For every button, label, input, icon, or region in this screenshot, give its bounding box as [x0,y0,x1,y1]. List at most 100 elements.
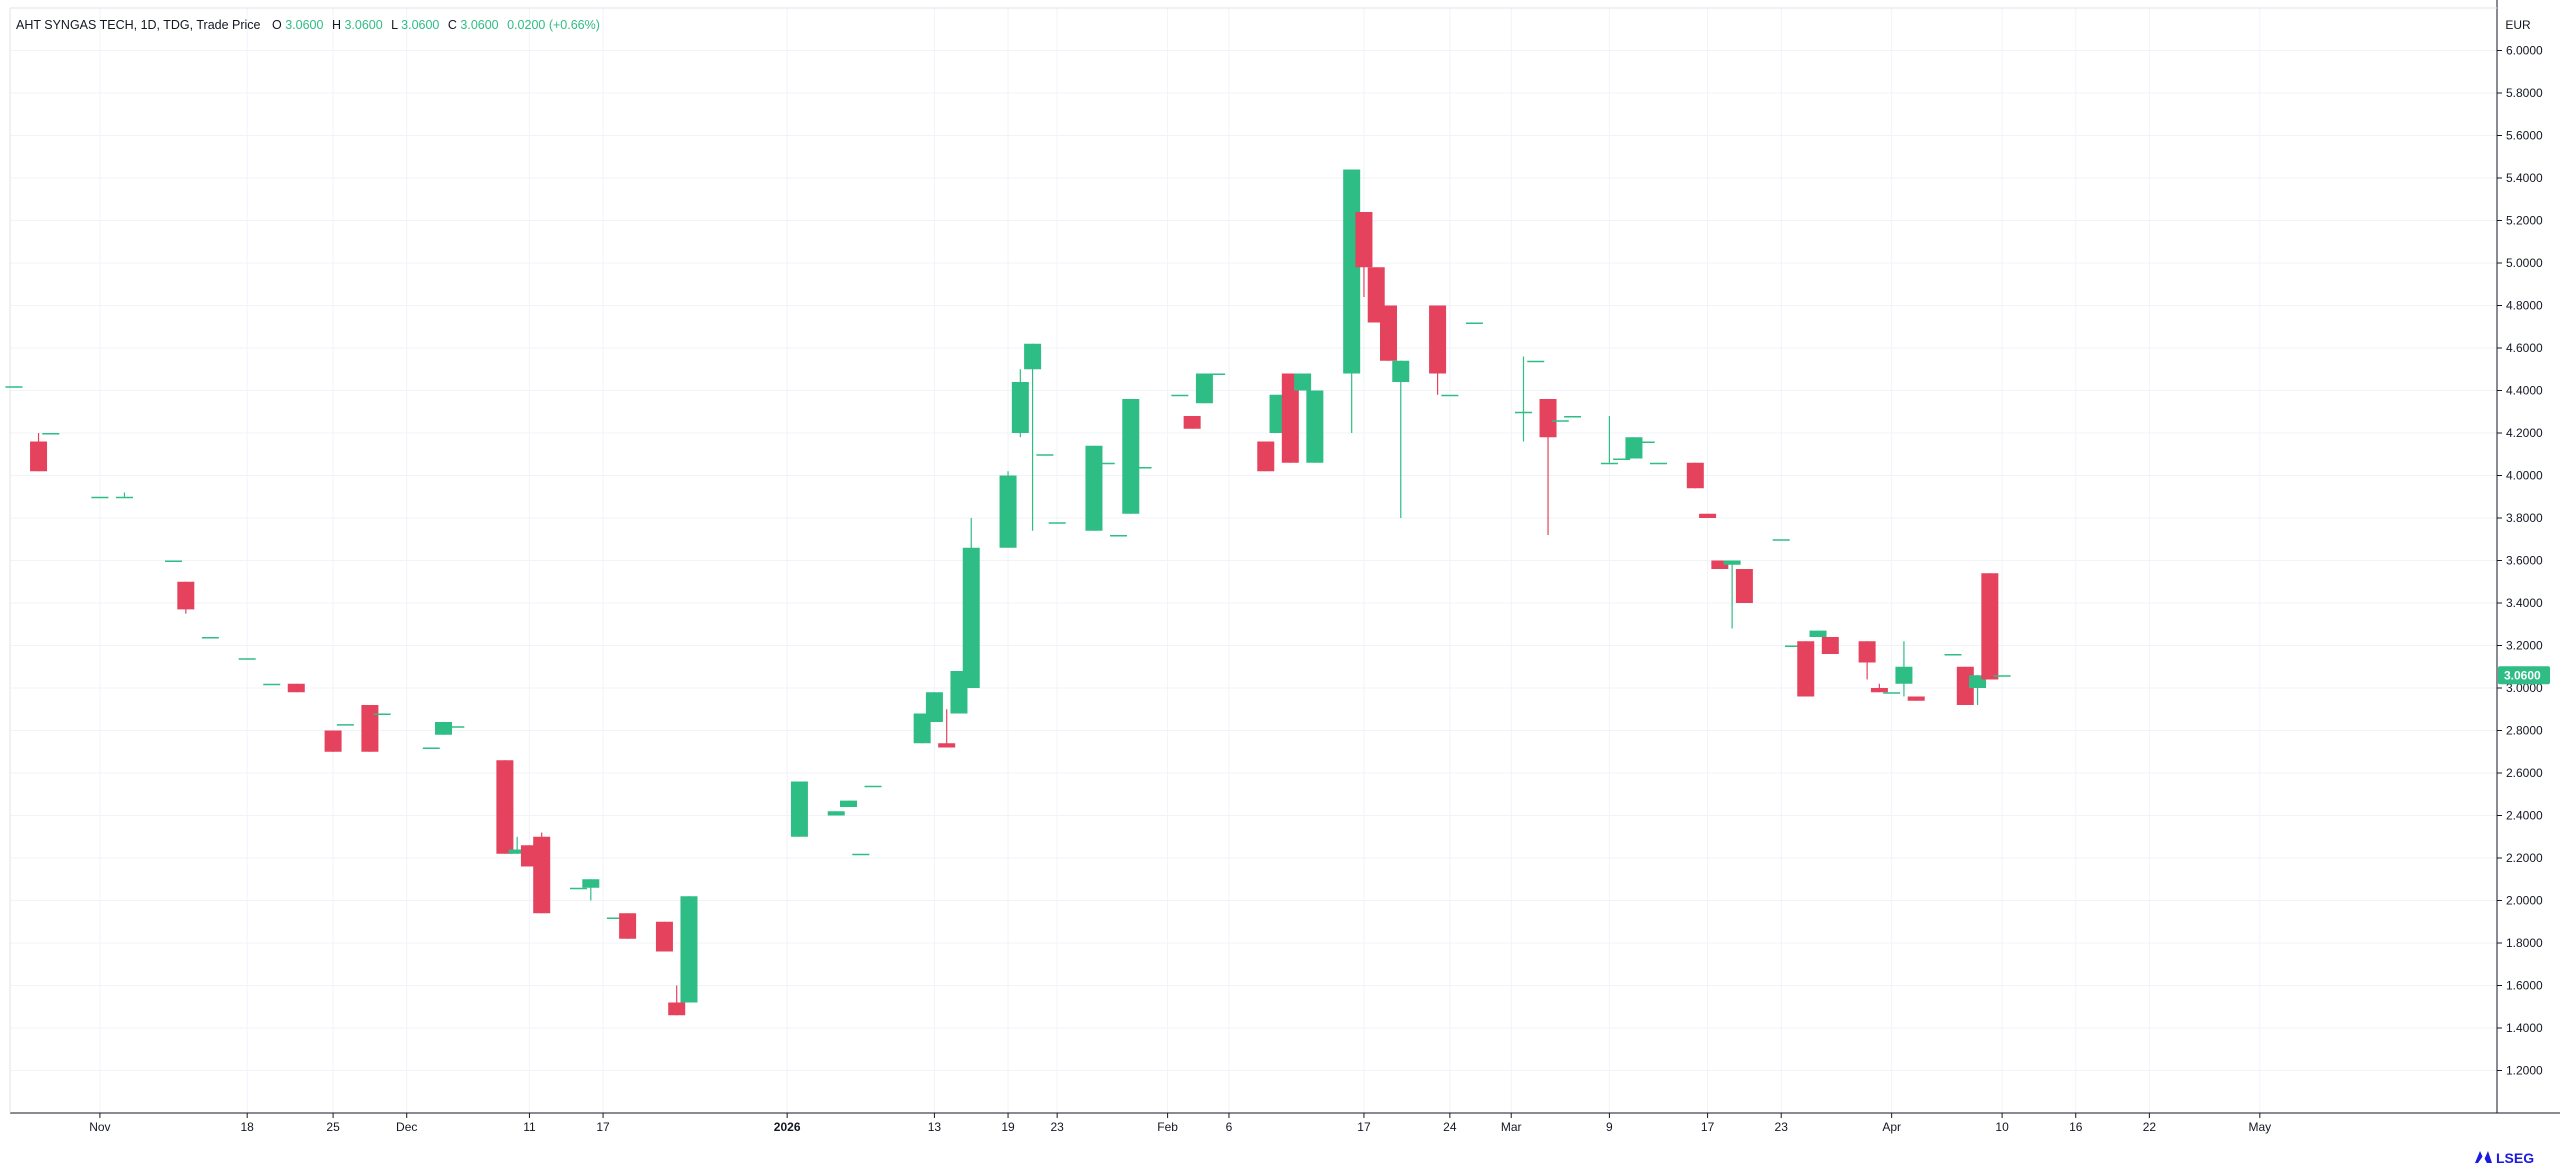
candle[interactable] [447,726,465,728]
candle[interactable] [1858,641,1876,680]
candle[interactable] [1036,454,1054,456]
candle[interactable] [1011,369,1029,438]
candle[interactable] [1024,343,1042,531]
y-tick-label: 1.8000 [2506,936,2543,950]
candle[interactable] [165,560,183,563]
candle[interactable] [91,496,109,499]
x-tick-label: 17 [1357,1120,1371,1134]
candle[interactable] [1907,696,1925,701]
candle[interactable] [533,832,551,914]
candle[interactable] [1723,560,1741,629]
candle[interactable] [1981,573,1999,680]
candle[interactable] [1797,641,1815,697]
candle[interactable] [201,637,219,639]
candle[interactable] [1195,373,1213,404]
candle[interactable] [606,917,624,920]
candle[interactable] [361,705,379,752]
candle[interactable] [1306,390,1324,463]
candle[interactable] [177,581,195,614]
candle[interactable] [999,471,1017,548]
candle[interactable] [42,433,60,435]
candle[interactable] [655,921,673,952]
candle[interactable] [115,492,133,499]
candle[interactable] [1625,437,1643,459]
candle[interactable] [1379,305,1397,361]
candle[interactable] [1649,462,1667,465]
time-axis[interactable]: Nov 18 25 Dec 11 17 2026 13 19 23 Feb 6 17 24 Mar 9 17 23… [89,1113,2271,1134]
candle[interactable] [422,747,440,750]
candle[interactable] [1355,212,1373,297]
candle[interactable] [1392,360,1410,518]
candle[interactable] [496,760,514,854]
candle[interactable] [1429,305,1447,395]
candle[interactable] [570,887,588,890]
candle[interactable] [938,709,956,748]
candle[interactable] [1551,420,1569,422]
candle[interactable] [864,785,882,788]
candle[interactable] [680,896,698,1003]
candle[interactable] [1257,441,1275,472]
candle[interactable] [1514,356,1532,442]
candle[interactable] [30,433,48,472]
candle[interactable] [1711,560,1729,570]
candle[interactable] [1944,654,1962,656]
candle[interactable] [962,518,980,688]
candle[interactable] [263,683,281,686]
candle[interactable] [925,692,943,722]
candle[interactable] [1048,522,1066,524]
candle[interactable] [1122,399,1140,514]
candle[interactable] [1821,637,1839,654]
candle[interactable] [1735,569,1753,603]
candle[interactable] [827,811,845,816]
candle[interactable] [1870,683,1888,693]
candle[interactable] [852,853,870,856]
candle-layer[interactable] [5,169,2011,1016]
candle[interactable] [1772,539,1790,541]
candle[interactable] [1134,467,1152,469]
candle[interactable] [1686,462,1704,489]
candle[interactable] [1110,535,1128,537]
candle[interactable] [1564,416,1582,418]
candle[interactable] [287,683,305,693]
candle[interactable] [1441,394,1459,397]
candle-body [508,849,526,854]
candle[interactable] [790,781,808,837]
candle[interactable] [1465,322,1483,325]
candle[interactable] [668,985,686,1016]
candle[interactable] [1343,169,1361,434]
candle[interactable] [1281,373,1299,463]
candle[interactable] [1097,462,1115,465]
candle[interactable] [336,724,354,726]
candle-body [1821,637,1839,654]
candle[interactable] [619,913,637,939]
candle[interactable] [238,658,256,660]
candle[interactable] [1171,394,1189,397]
candle[interactable] [1613,458,1631,461]
candle-body [655,921,673,952]
candle[interactable] [1208,373,1226,376]
candle[interactable] [5,386,23,388]
candle[interactable] [1784,645,1802,648]
candle[interactable] [1294,373,1312,391]
candle[interactable] [1993,675,2011,677]
candle[interactable] [582,879,600,901]
candle[interactable] [1883,692,1901,694]
candle[interactable] [840,800,858,807]
brand-logo[interactable]: LSEG [2475,1150,2534,1166]
candle[interactable] [1600,416,1618,465]
candle[interactable] [508,836,526,854]
candle[interactable] [1637,441,1655,444]
candle[interactable] [1527,360,1545,363]
candle[interactable] [1895,641,1913,697]
candle[interactable] [373,713,391,716]
candle[interactable] [1085,445,1103,531]
candle[interactable] [1699,513,1717,518]
candle[interactable] [324,730,342,752]
candle[interactable] [1809,630,1827,637]
price-axis[interactable]: EUR 1.2000 1.4000 1.6000 1.8000 2.0000 2.2000… [2497,18,2543,1078]
candle[interactable] [435,722,453,735]
candle[interactable] [1539,399,1557,535]
candle[interactable] [1183,416,1201,429]
